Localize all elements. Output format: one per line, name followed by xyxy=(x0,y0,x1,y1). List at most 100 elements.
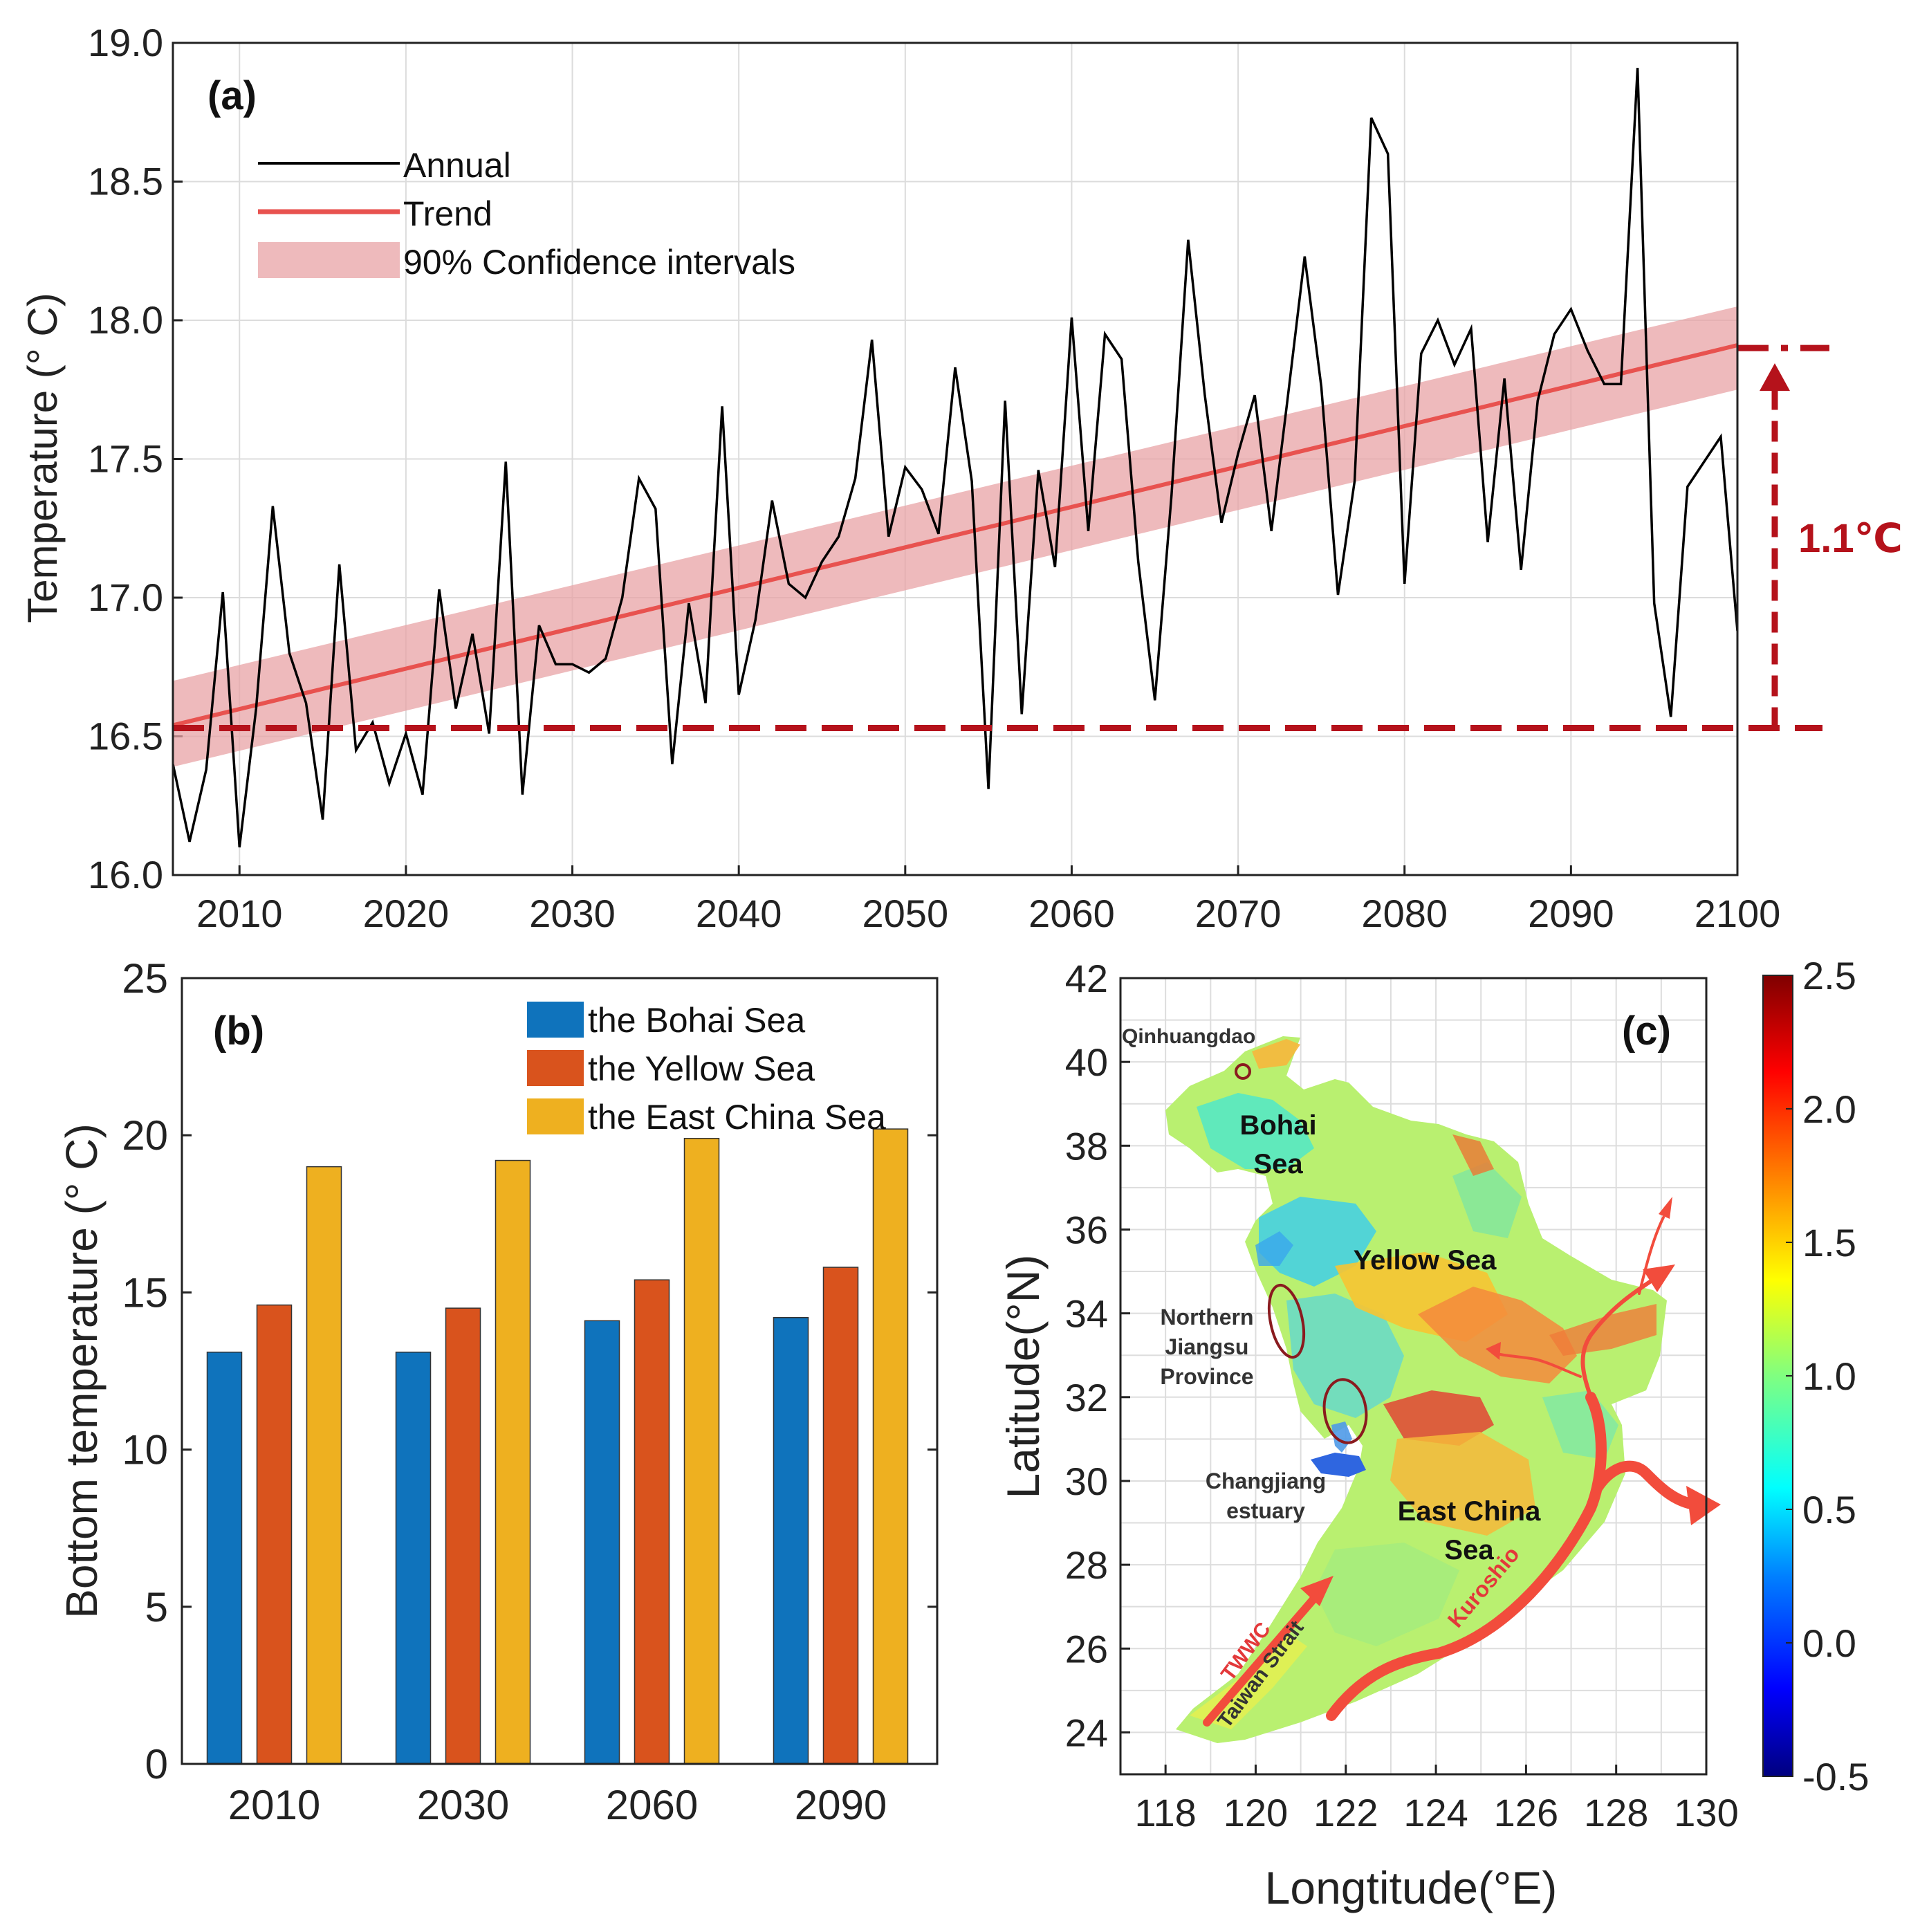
bar xyxy=(683,1137,720,1765)
kuroshio-branch-north xyxy=(1580,1278,1655,1399)
estuary-blue-upper xyxy=(1331,1422,1352,1453)
panel-a-label: (a) xyxy=(207,73,257,118)
cool-patch-jiangsu xyxy=(1286,1294,1404,1418)
panel-c-ylabel: Latitude(°N) xyxy=(997,1255,1049,1499)
green-patch-shelf xyxy=(1314,1543,1459,1646)
colorbar-tick-label: 1.5 xyxy=(1802,1221,1856,1264)
warm-patch-korea xyxy=(1452,1134,1494,1176)
warm-patch-south xyxy=(1390,1432,1535,1536)
panel-a-xtick-label: 2060 xyxy=(1028,892,1115,935)
panel-a-ytick-label: 16.5 xyxy=(88,715,163,758)
annual-line xyxy=(173,67,1737,848)
label-ecs-2: Sea xyxy=(1444,1535,1494,1565)
panel-a-xtick-label: 2030 xyxy=(529,892,616,935)
changjiang-ellipse xyxy=(1322,1378,1368,1444)
panel-a-xtick-label: 2040 xyxy=(696,892,782,935)
label-ecs-1: East China xyxy=(1398,1496,1541,1527)
panel-a-ytick-label: 18.0 xyxy=(88,298,163,342)
panel-b-ytick-label: 25 xyxy=(122,955,168,1002)
panel-c-yticks: 24 26 28 30 32 34 36 38 40 42 xyxy=(1065,957,1130,1754)
panel-b-legend: the Bohai Sea the Yellow Sea the East Ch… xyxy=(527,1001,886,1137)
delta-label: 1.1℃ xyxy=(1798,516,1903,561)
legend-trend-label: Trend xyxy=(403,194,492,233)
kuroshio-west-arrowhead xyxy=(1486,1342,1501,1360)
panel-c-ytick-label: 36 xyxy=(1065,1208,1108,1251)
panel-c-xticks: 118 120 122 124 126 128 130 xyxy=(1135,1765,1739,1834)
twwc-current xyxy=(1203,1590,1322,1727)
legend-bohai-swatch xyxy=(527,1002,584,1038)
panel-a-ylabel: Temperature (° C) xyxy=(19,293,66,623)
panel-c-ytick-label: 32 xyxy=(1065,1376,1108,1419)
label-bohai-2: Sea xyxy=(1253,1149,1303,1179)
panel-a-xtick-label: 2020 xyxy=(363,892,450,935)
estuary-blue xyxy=(1311,1453,1366,1477)
panel-b: 2010 2030 2060 2090 0 5 10 15 20 25 Bottom tempe… xyxy=(57,955,939,1828)
label-qinhuangdao: Qinhuangdao xyxy=(1122,1025,1255,1048)
bar xyxy=(445,1307,481,1765)
panel-b-xtick-label: 2030 xyxy=(417,1782,509,1828)
kuroshio-north-arrowhead xyxy=(1643,1264,1675,1292)
bar xyxy=(872,1128,909,1765)
colorbar-tick-label: 2.5 xyxy=(1802,954,1856,997)
panel-c-xtick-label: 130 xyxy=(1674,1791,1738,1834)
panel-b-xtick-label: 2090 xyxy=(795,1782,887,1828)
warm-patch-north-bohai xyxy=(1252,1039,1300,1069)
kuroshio-branch-west xyxy=(1493,1351,1582,1378)
legend-ci-label: 90% Confidence intervals xyxy=(403,243,795,282)
kuroshio-east-arrowhead xyxy=(1686,1486,1721,1525)
panel-a-xtick-label: 2100 xyxy=(1695,892,1781,935)
label-changjiang-1: Changjiang xyxy=(1206,1469,1326,1493)
cool-patch-shandong xyxy=(1452,1162,1522,1238)
northern-jiangsu-ellipse xyxy=(1267,1283,1306,1359)
panel-b-xtick-label: 2010 xyxy=(228,1782,320,1828)
colorbar-ticks: -0.5 0.0 0.5 1.0 1.5 2.0 2.5 xyxy=(1786,954,1870,1798)
panel-c-ytick-label: 28 xyxy=(1065,1543,1108,1587)
panel-c-xtick-label: 120 xyxy=(1224,1791,1288,1834)
legend-yellow-label: the Yellow Sea xyxy=(588,1049,815,1088)
label-changjiang-2: estuary xyxy=(1226,1498,1305,1523)
panel-c-xlabel: Longtitude(°E) xyxy=(1265,1862,1558,1913)
bar xyxy=(395,1351,432,1765)
panel-c-ytick-label: 30 xyxy=(1065,1460,1108,1503)
bar xyxy=(822,1267,859,1765)
legend-bohai-label: the Bohai Sea xyxy=(588,1001,805,1040)
panel-b-ytick-label: 15 xyxy=(122,1269,168,1316)
label-njiangsu-1: Northern xyxy=(1160,1305,1253,1330)
bar xyxy=(206,1351,243,1765)
qinhuangdao-marker xyxy=(1235,1063,1251,1080)
kuroshio-current xyxy=(1326,1392,1607,1721)
panel-c-ytick-label: 38 xyxy=(1065,1124,1108,1168)
bar xyxy=(773,1317,809,1765)
legend-ecs-label: the East China Sea xyxy=(588,1098,886,1137)
panel-c-xtick-label: 124 xyxy=(1403,1791,1468,1834)
label-yellow-sea: Yellow Sea xyxy=(1354,1245,1497,1276)
panel-b-yticks: 0 5 10 15 20 25 xyxy=(122,955,168,1787)
delta-arrowhead xyxy=(1760,363,1790,392)
hot-patch xyxy=(1383,1390,1494,1446)
panel-b-ytick-label: 20 xyxy=(122,1112,168,1159)
colorbar-tick-label: 0.0 xyxy=(1802,1621,1856,1665)
panel-b-ytick-label: 5 xyxy=(145,1584,168,1630)
panel-a-axes xyxy=(172,42,1739,876)
panel-c-xtick-label: 118 xyxy=(1135,1791,1197,1834)
panel-c-ytick-label: 42 xyxy=(1065,957,1108,1000)
legend-ci-swatch xyxy=(258,242,400,278)
cool-patch-bohai xyxy=(1197,1093,1314,1169)
panel-b-ytick-label: 10 xyxy=(122,1427,168,1473)
colorbar-tick-label: 0.5 xyxy=(1802,1488,1856,1531)
warm-patch-east-arm xyxy=(1549,1304,1656,1356)
kuroshio-branch-north2 xyxy=(1638,1216,1665,1295)
colorbar-tick-label: 1.0 xyxy=(1802,1354,1856,1398)
panel-c-ytick-label: 34 xyxy=(1065,1292,1108,1336)
panel-b-ytick-label: 0 xyxy=(145,1741,168,1787)
panel-b-bars xyxy=(206,1128,909,1765)
panel-a-xtick-label: 2080 xyxy=(1361,892,1448,935)
coast-blue xyxy=(1255,1231,1293,1266)
panel-c-xtick-label: 126 xyxy=(1494,1791,1558,1834)
panel-a: 1.1℃ 2010 2020 2030 2040 2050 2060 2070 2080 209… xyxy=(19,21,1903,935)
panel-a-yticks: 16.0 16.5 17.0 17.5 18.0 18.5 19.0 xyxy=(88,21,163,896)
panel-a-ytick-label: 18.5 xyxy=(88,160,163,203)
label-bohai-1: Bohai xyxy=(1239,1110,1316,1141)
label-njiangsu-2: Jiangsu xyxy=(1165,1334,1249,1359)
panel-a-legend: Annual Trend 90% Confidence intervals xyxy=(258,146,795,282)
